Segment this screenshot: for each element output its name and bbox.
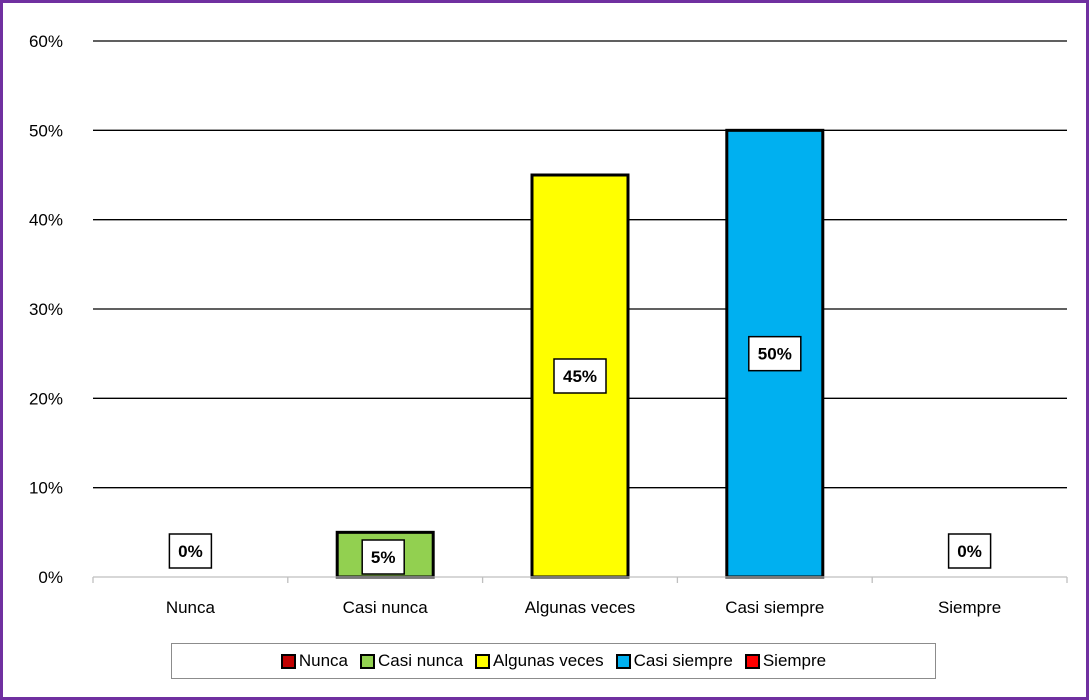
data-label-box xyxy=(748,335,802,372)
data-label: 0% xyxy=(168,533,213,569)
data-label-text: 45% xyxy=(563,367,597,386)
x-category-label: Algunas veces xyxy=(525,598,636,617)
data-label: 50% xyxy=(748,335,802,372)
bar-chart: 0% 10% 20% 30% 40% 50% 60% Nunca Casi nunca Algu… xyxy=(29,32,1068,617)
y-tick-label: 10% xyxy=(29,479,63,498)
y-tick-label: 40% xyxy=(29,211,63,230)
data-label-text: 0% xyxy=(957,542,982,561)
x-category-label: Siempre xyxy=(938,598,1001,617)
data-label-box xyxy=(168,533,213,569)
data-label: 0% xyxy=(947,533,992,569)
legend-label: Casi siempre xyxy=(633,651,733,670)
data-label-text: 0% xyxy=(178,542,203,561)
legend-label: Nunca xyxy=(298,651,348,670)
x-axis-categories: Nunca Casi nunca Algunas veces Casi siempre… xyxy=(166,598,1001,617)
data-label-text: 50% xyxy=(758,345,792,364)
data-label: 45% xyxy=(553,358,607,394)
x-category-label: Nunca xyxy=(166,598,216,617)
y-tick-label: 20% xyxy=(29,389,63,408)
legend-swatch xyxy=(475,653,491,669)
x-axis xyxy=(92,576,1068,583)
data-label-box xyxy=(553,358,607,394)
legend-item: Casi nunca xyxy=(359,651,464,671)
legend-swatch xyxy=(280,653,296,669)
legend-swatch xyxy=(615,653,631,669)
legend-item: Algunas veces xyxy=(475,651,604,671)
x-category-label: Casi siempre xyxy=(725,598,824,617)
data-label-text: 5% xyxy=(371,548,396,567)
data-label-box xyxy=(947,533,992,569)
data-labels: 0% 5% 45% 50% 0% xyxy=(168,335,992,575)
legend-item: Casi siempre xyxy=(615,651,733,671)
legend-label: Casi nunca xyxy=(377,651,464,670)
legend-item: Nunca xyxy=(280,651,348,671)
data-label: 5% xyxy=(361,539,405,575)
legend-label: Algunas veces xyxy=(493,651,604,670)
y-tick-label: 0% xyxy=(38,568,63,587)
legend-item: Siempre xyxy=(744,651,827,671)
legend-swatch xyxy=(744,653,760,669)
legend: Nunca Casi nunca Algunas veces Casi siempre… xyxy=(171,643,936,679)
y-tick-label: 60% xyxy=(29,32,63,51)
legend-label: Siempre xyxy=(762,651,827,670)
y-tick-label: 30% xyxy=(29,300,63,319)
y-axis-ticks: 0% 10% 20% 30% 40% 50% 60% xyxy=(29,32,63,587)
data-label-box xyxy=(361,539,405,575)
y-tick-label: 50% xyxy=(29,121,63,140)
x-category-label: Casi nunca xyxy=(343,598,429,617)
legend-swatch xyxy=(359,653,375,669)
